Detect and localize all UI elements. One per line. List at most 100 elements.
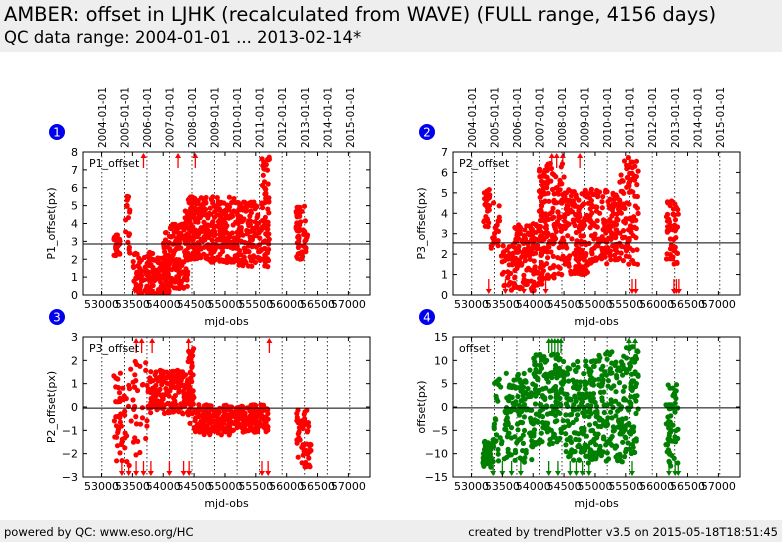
data-point	[297, 204, 303, 210]
data-point	[148, 410, 154, 416]
data-point	[594, 218, 600, 224]
data-point	[518, 398, 524, 404]
data-point	[670, 206, 677, 212]
x-tick-label: 54000	[146, 480, 181, 493]
data-point	[601, 252, 607, 258]
data-point	[550, 434, 556, 440]
data-point	[570, 362, 577, 368]
data-point	[202, 206, 209, 213]
y-axis-label: P2_offset(px)	[45, 371, 58, 443]
data-point	[566, 421, 573, 427]
arrow-down-head	[131, 289, 138, 294]
data-point	[611, 204, 617, 210]
data-point	[249, 255, 255, 261]
x-tick-label: 54500	[177, 480, 212, 493]
data-point	[220, 244, 226, 250]
data-point	[249, 263, 255, 269]
data-point	[549, 375, 555, 381]
data-point	[627, 170, 633, 176]
data-point	[237, 226, 243, 232]
data-point	[613, 454, 619, 460]
data-point	[631, 173, 637, 179]
data-point	[614, 227, 620, 233]
data-point	[482, 438, 488, 444]
data-point	[300, 452, 306, 458]
data-point	[664, 442, 671, 448]
data-point	[235, 212, 241, 218]
data-point	[551, 197, 557, 203]
data-point	[549, 215, 555, 222]
data-point	[565, 233, 571, 239]
x-tick-label: 57000	[701, 480, 736, 493]
data-point	[592, 231, 598, 237]
data-point	[143, 360, 149, 366]
data-point	[518, 379, 524, 385]
x-axis-label: mjd-obs	[574, 497, 619, 510]
axes-frame	[452, 151, 741, 296]
y-tick-label: 6	[441, 166, 448, 179]
data-point	[228, 259, 234, 265]
data-point	[224, 428, 230, 434]
data-point	[137, 421, 144, 427]
data-point	[157, 265, 163, 272]
arrow-down-head	[628, 471, 635, 476]
data-point	[296, 436, 302, 442]
data-point	[133, 361, 140, 367]
data-point	[128, 366, 134, 372]
data-point	[164, 269, 170, 275]
arrow-up-head	[175, 153, 182, 158]
data-point	[609, 349, 615, 355]
data-point	[593, 456, 599, 462]
data-point	[667, 437, 673, 443]
data-point	[144, 423, 150, 429]
y-tick-label: 2	[71, 253, 78, 266]
data-point	[543, 403, 550, 409]
data-point	[189, 394, 195, 400]
data-point	[172, 401, 178, 407]
data-point	[626, 254, 632, 260]
data-point	[241, 245, 247, 251]
data-point	[511, 284, 517, 291]
data-point	[608, 397, 614, 403]
data-point	[624, 355, 630, 361]
data-point	[603, 372, 610, 378]
data-point	[265, 264, 271, 270]
y-tick-label: −5	[432, 424, 448, 437]
y-axis-label: P1_offset(px)	[45, 187, 58, 259]
data-point	[247, 238, 254, 244]
date-tick-label: 2009-01-01	[580, 87, 592, 148]
arrow-down-head	[180, 471, 187, 476]
data-point	[148, 377, 154, 383]
x-tick-label: 55500	[608, 480, 643, 493]
arrow-up-head	[548, 153, 555, 158]
data-point	[236, 406, 242, 412]
data-point	[576, 197, 582, 203]
data-point	[299, 418, 305, 424]
data-point	[158, 279, 164, 285]
panel-number: 2	[423, 126, 431, 140]
data-point	[533, 367, 539, 373]
data-point	[512, 457, 518, 463]
date-tick-label: 2011-01-01	[255, 87, 267, 148]
data-point	[130, 439, 137, 445]
data-point	[122, 445, 128, 451]
data-point	[629, 441, 636, 448]
data-point	[114, 443, 121, 449]
data-point	[583, 453, 589, 459]
y-tick-label: 1	[71, 271, 78, 284]
data-point	[126, 244, 132, 250]
x-tick-label: 55000	[207, 298, 242, 311]
data-point	[592, 235, 598, 241]
data-point	[486, 193, 492, 199]
panel-number-badge	[419, 124, 435, 140]
data-point	[173, 257, 180, 263]
data-point	[537, 166, 543, 172]
data-point	[167, 388, 173, 394]
data-point	[620, 388, 626, 394]
data-point	[673, 382, 680, 388]
data-point	[668, 413, 674, 419]
trend-plots: 5300053500540005450055000555005600056500…	[45, 87, 741, 510]
data-point	[628, 159, 634, 165]
data-point	[489, 242, 495, 249]
data-point	[254, 203, 260, 210]
